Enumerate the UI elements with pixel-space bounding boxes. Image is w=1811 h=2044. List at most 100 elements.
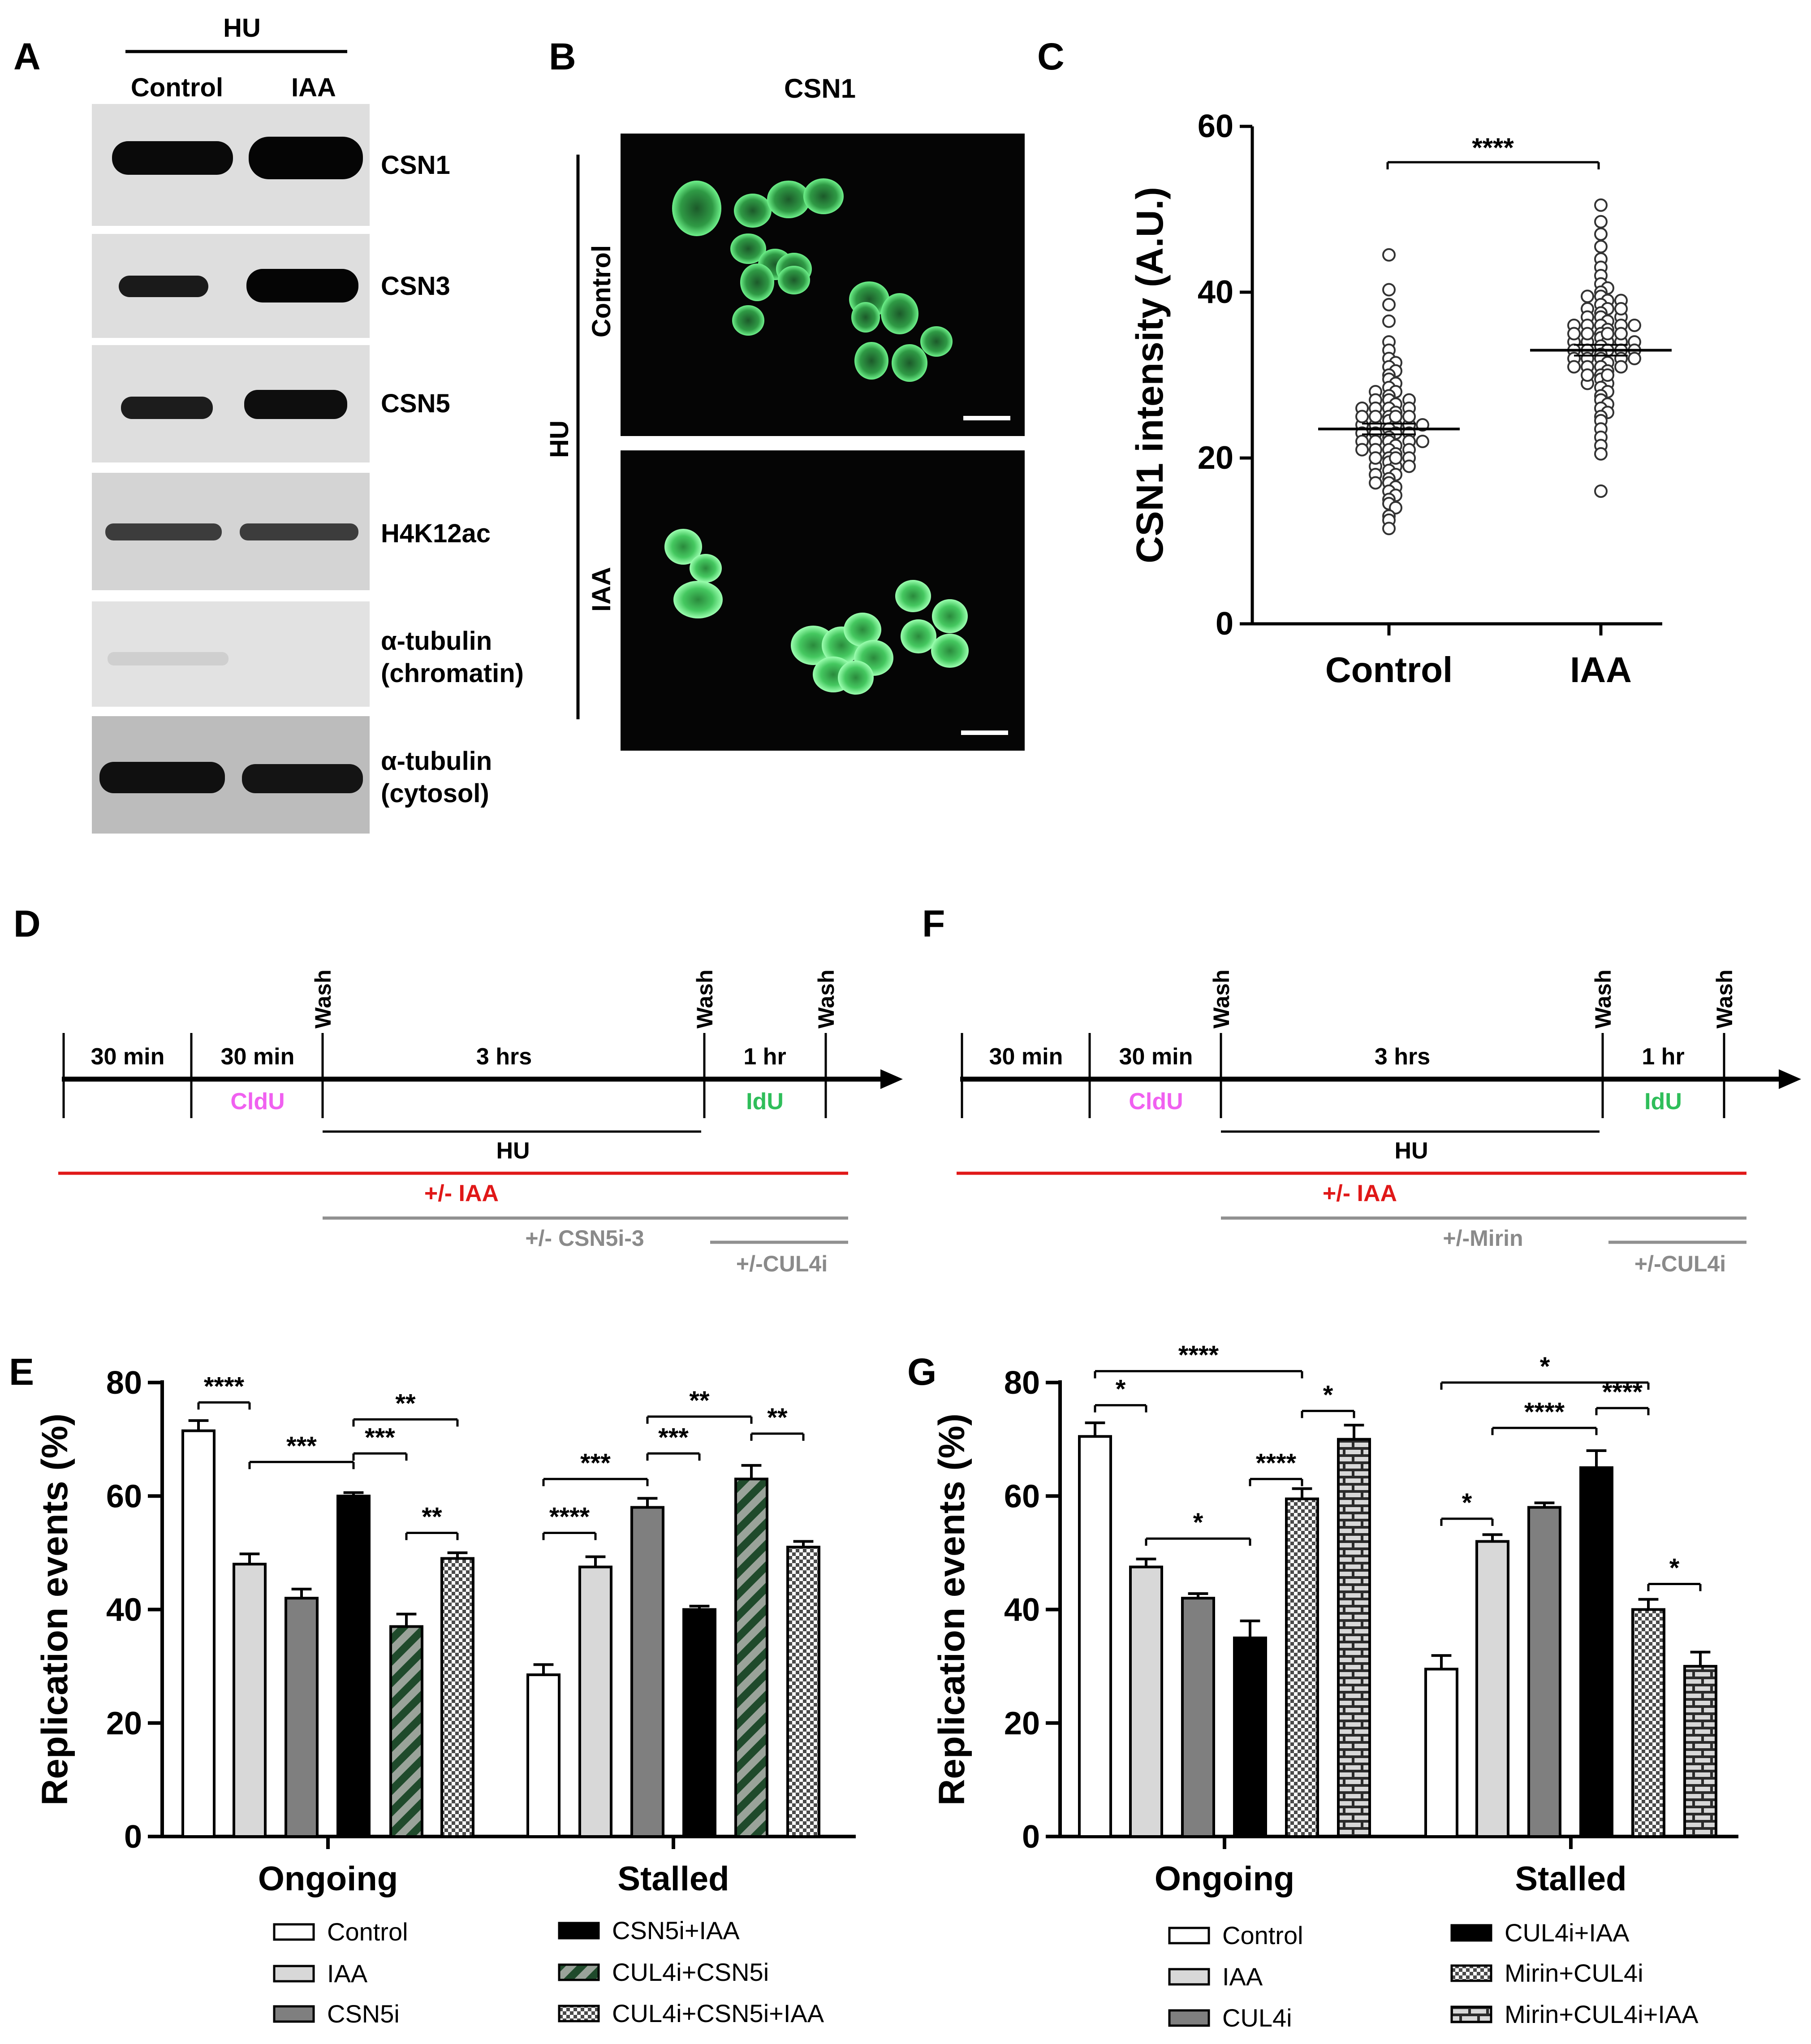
y-tick-label: 60 <box>1004 1478 1040 1514</box>
cell-14 <box>892 344 927 382</box>
cell-2 <box>673 581 723 618</box>
bar <box>578 1565 612 1838</box>
data-point <box>1382 248 1396 262</box>
bar <box>1285 1497 1319 1838</box>
panel-e-letter: E <box>9 1351 34 1393</box>
y-tick-label: 0 <box>1216 606 1233 642</box>
sig-label: **** <box>1602 1378 1643 1407</box>
hu-label: HU <box>496 1138 530 1164</box>
legend-label: Mirin+CUL4i <box>1505 1959 1643 1987</box>
panel-e: E 0 20 40 60 80 Replication events (%) Ongoing… <box>9 1351 856 2028</box>
iaa-label: +/- IAA <box>1323 1180 1397 1206</box>
bar <box>181 1429 216 1838</box>
legend-swatch <box>1450 1924 1492 1942</box>
cell-5 <box>844 613 881 647</box>
sig-label: * <box>1323 1380 1333 1409</box>
data-point <box>1581 290 1594 303</box>
segment-label: 30 min <box>221 1044 295 1070</box>
drug1-label: +/- CSN5i-3 <box>525 1226 644 1251</box>
panel-b-row-iaa: IAA <box>587 567 616 612</box>
bar <box>682 1608 716 1838</box>
iaa-label: +/- IAA <box>424 1180 499 1206</box>
data-point <box>1389 410 1402 423</box>
y-tick-label: 60 <box>106 1478 142 1514</box>
sig-label: **** <box>1524 1397 1565 1426</box>
data-point <box>1614 302 1628 315</box>
sig-label: ** <box>767 1403 788 1432</box>
sig-label: * <box>1193 1508 1203 1537</box>
bar <box>440 1557 474 1838</box>
bar <box>1527 1506 1561 1838</box>
legend-swatch <box>273 2005 315 2023</box>
bar <box>1078 1435 1112 1838</box>
data-point <box>1614 360 1628 374</box>
data-point <box>1567 360 1581 374</box>
sig-label: *** <box>365 1423 395 1452</box>
data-point <box>1369 476 1382 490</box>
y-tick-label: 0 <box>1022 1819 1040 1855</box>
sig-label: ** <box>689 1386 710 1415</box>
data-point <box>1601 327 1614 341</box>
data-point <box>1628 319 1641 332</box>
blot-csn5 <box>92 345 370 462</box>
data-point <box>1594 227 1608 241</box>
bar <box>1181 1597 1215 1838</box>
sig-label: * <box>1540 1352 1550 1381</box>
sig-label: ** <box>422 1503 442 1532</box>
blot-label-tubulin-cytosol-2: (cytosol) <box>381 779 489 808</box>
drug2-label: +/-CUL4i <box>736 1251 828 1276</box>
blot-label-tubulin-cytosol-1: α-tubulin <box>381 747 492 776</box>
legend-swatch <box>1168 1927 1210 1945</box>
x-tick-label: Stalled <box>1515 1860 1626 1898</box>
legend-label: Control <box>1222 1921 1303 1949</box>
legend-label: CUL4i+IAA <box>1505 1919 1630 1947</box>
x-tick-label: Ongoing <box>258 1860 398 1898</box>
legend-label: IAA <box>327 1959 368 1988</box>
legend-label: CUL4i+CSN5i <box>612 1958 769 1986</box>
data-point <box>1369 451 1382 465</box>
data-point <box>1567 327 1581 341</box>
data-point <box>1382 298 1396 311</box>
wash-label: Wash <box>814 970 839 1029</box>
data-point <box>1402 410 1416 423</box>
bar <box>1233 1636 1267 1838</box>
bar <box>285 1597 319 1838</box>
y-tick-label: 60 <box>1198 108 1233 144</box>
cldu-label: CldU <box>230 1089 285 1115</box>
panel-f-letter: F <box>922 903 945 945</box>
data-point <box>1594 198 1608 212</box>
blot-label-tubulin-chromatin-1: α-tubulin <box>381 627 492 656</box>
segment-label: 1 hr <box>1642 1044 1684 1070</box>
hu-label: HU <box>1394 1138 1428 1164</box>
cell-10 <box>881 293 918 334</box>
y-tick-label: 20 <box>1004 1706 1040 1742</box>
cells-iaa <box>664 529 969 695</box>
legend-label: IAA <box>1222 1962 1263 1991</box>
y-axis-label: Replication events (%) <box>34 1413 75 1806</box>
segment-label: 30 min <box>91 1044 165 1070</box>
legend-swatch <box>558 2005 600 2022</box>
cldu-label: CldU <box>1129 1089 1183 1115</box>
sig-label: * <box>1669 1554 1680 1583</box>
cell-9 <box>895 580 931 612</box>
y-tick-label: 0 <box>124 1819 142 1855</box>
data-point <box>1382 522 1396 536</box>
cell-4 <box>730 233 766 264</box>
panel-d-letter: D <box>13 903 41 945</box>
legend-label: CSN5i+IAA <box>612 1916 740 1945</box>
cell-15 <box>920 326 953 357</box>
segment-label: 30 min <box>1119 1044 1193 1070</box>
panel-f: F 30 min 30 min 3 hrs 1 hr Wash Wash Wash CldU I… <box>922 903 1801 1276</box>
legend-label: Control <box>327 1918 408 1946</box>
data-point <box>1382 314 1396 328</box>
cell-12 <box>931 634 969 668</box>
legend-swatch <box>1168 2009 1210 2027</box>
sig-label: ** <box>395 1389 416 1418</box>
wash-label: Wash <box>310 970 336 1029</box>
bar <box>389 1625 423 1838</box>
x-tick-label: Ongoing <box>1155 1860 1294 1898</box>
cell-8 <box>778 266 810 294</box>
panel-c-letter: C <box>1037 35 1065 78</box>
idu-label: IdU <box>1644 1089 1682 1115</box>
cell-8 <box>838 661 874 695</box>
